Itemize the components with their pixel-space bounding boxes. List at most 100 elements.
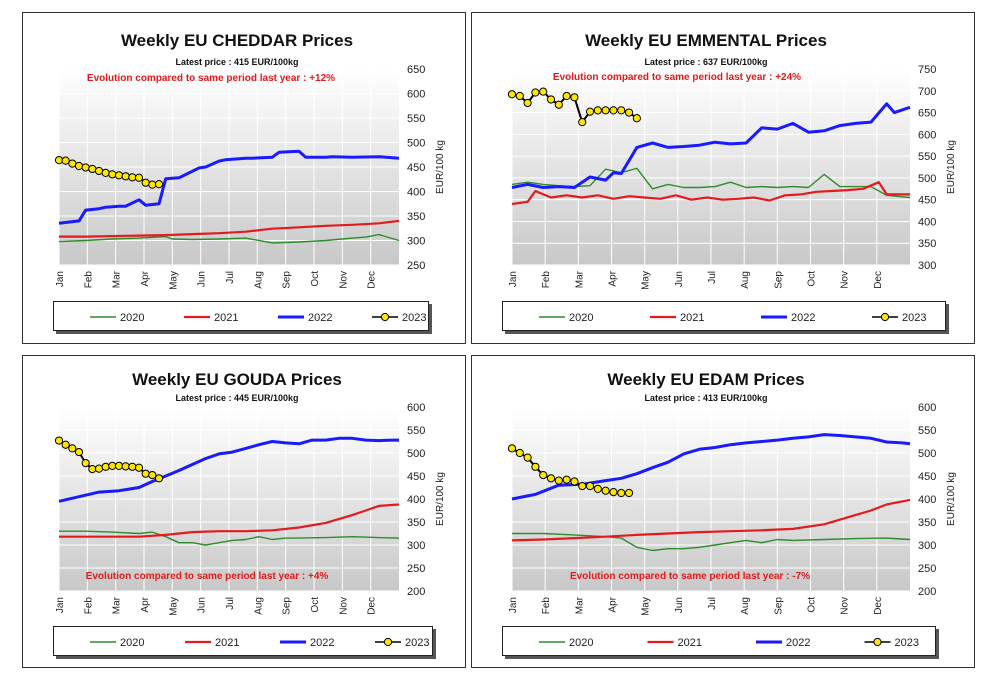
y-tick-label: 650 bbox=[407, 64, 425, 76]
series-point-2023 bbox=[562, 475, 571, 484]
series-point-2023 bbox=[617, 106, 626, 115]
y-tick-label: 350 bbox=[918, 238, 936, 250]
x-tick-label: Jun bbox=[674, 271, 685, 287]
legend-label-2023: 2023 bbox=[405, 637, 429, 649]
legend-label-2020: 2020 bbox=[569, 637, 593, 649]
series-line-2021 bbox=[511, 181, 910, 206]
y-tick-label: 700 bbox=[918, 86, 936, 98]
series-point-2023 bbox=[507, 90, 517, 99]
series-line-2020 bbox=[59, 530, 400, 546]
x-tick-label: Jun bbox=[197, 271, 208, 287]
x-tick-label: Oct bbox=[807, 597, 818, 613]
series-point-2023 bbox=[121, 462, 130, 471]
series-point-2023 bbox=[141, 469, 150, 478]
series-point-2023 bbox=[539, 87, 548, 96]
x-tick-label: Oct bbox=[807, 271, 818, 287]
legend-label-2021: 2021 bbox=[680, 312, 704, 324]
series-point-2023 bbox=[54, 436, 64, 445]
y-tick-label: 450 bbox=[407, 162, 425, 174]
chart-legend: 2020 2021 2022 2023 bbox=[53, 301, 429, 331]
x-tick-label: Mar bbox=[574, 270, 585, 288]
series-point-2023 bbox=[101, 462, 110, 471]
series-point-2023 bbox=[585, 107, 595, 116]
x-tick-label: Apr bbox=[140, 270, 151, 286]
chart-svg: Weekly EU EMMENTAL Prices Latest price : … bbox=[507, 31, 957, 290]
series-point-2023 bbox=[570, 477, 579, 486]
y-tick-label: 600 bbox=[918, 129, 936, 141]
chart-legend: 2020 2021 2022 2023 bbox=[53, 626, 433, 656]
y-axis-label: EUR/100 kg bbox=[946, 472, 957, 526]
x-tick-label: Jul bbox=[225, 597, 236, 610]
x-tick-label: Jan bbox=[55, 597, 66, 613]
x-tick-label: Dec bbox=[367, 597, 378, 615]
y-tick-label: 350 bbox=[407, 517, 425, 529]
x-tick-label: May bbox=[641, 597, 652, 616]
series-point-2023 bbox=[121, 172, 130, 181]
x-tick-label: Sep bbox=[282, 597, 293, 615]
series-point-2023 bbox=[88, 465, 97, 474]
legend-svg: 2020 2021 2022 2023 bbox=[90, 637, 429, 649]
y-tick-label: 600 bbox=[918, 402, 936, 414]
series-point-2023 bbox=[61, 156, 70, 165]
series-point-2023 bbox=[94, 464, 104, 473]
y-tick-label: 250 bbox=[407, 563, 425, 575]
series-point-2023 bbox=[88, 164, 97, 174]
x-tick-label: May bbox=[168, 271, 179, 290]
series-point-2023 bbox=[148, 470, 157, 480]
x-tick-label: Nov bbox=[338, 271, 349, 289]
series-point-2023 bbox=[134, 463, 144, 472]
legend-label-2023: 2023 bbox=[895, 637, 919, 649]
y-tick-label: 400 bbox=[918, 216, 936, 228]
series-point-2023 bbox=[531, 88, 540, 97]
series-point-2023 bbox=[515, 91, 524, 101]
series-point-2023 bbox=[523, 453, 532, 462]
x-tick-label: Nov bbox=[840, 597, 851, 615]
series-line-2022 bbox=[511, 102, 911, 189]
x-tick-label: Mar bbox=[112, 596, 123, 614]
x-tick-label: Aug bbox=[740, 271, 751, 289]
series-point-2023 bbox=[593, 484, 602, 493]
evolution-annotation: Evolution compared to same period last y… bbox=[553, 72, 801, 83]
chart-svg: Weekly EU EDAM Prices Latest price : 413 … bbox=[507, 370, 957, 616]
x-tick-label: Jan bbox=[55, 271, 66, 287]
evolution-annotation: Evolution compared to same period last y… bbox=[87, 73, 335, 84]
y-tick-label: 450 bbox=[918, 471, 936, 483]
y-tick-label: 300 bbox=[918, 260, 936, 272]
series-point-2023 bbox=[593, 106, 602, 115]
y-axis-label: EUR/100 kg bbox=[946, 140, 957, 194]
chart-subtitle: Latest price : 637 EUR/100kg bbox=[644, 57, 767, 67]
x-tick-label: Aug bbox=[253, 597, 264, 615]
x-tick-label: Feb bbox=[83, 597, 94, 615]
series-line-2021 bbox=[59, 219, 400, 238]
series-point-2023 bbox=[141, 178, 150, 187]
legend-svg: 2020 2021 2022 2023 bbox=[539, 312, 926, 324]
y-tick-label: 250 bbox=[918, 563, 936, 575]
y-tick-label: 350 bbox=[407, 211, 425, 223]
series-point-2023 bbox=[134, 173, 144, 182]
legend-label-2020: 2020 bbox=[120, 312, 144, 324]
legend-marker-2023 bbox=[880, 312, 890, 322]
y-tick-label: 600 bbox=[407, 89, 425, 101]
series-point-2023 bbox=[515, 448, 524, 458]
series-point-2023 bbox=[624, 488, 634, 498]
legend-marker-2023 bbox=[380, 312, 390, 322]
x-tick-label: Dec bbox=[873, 597, 884, 615]
chart-panel-edam: Weekly EU EDAM Prices Latest price : 413 … bbox=[471, 355, 975, 668]
y-tick-label: 600 bbox=[407, 402, 425, 414]
x-tick-label: Nov bbox=[840, 271, 851, 289]
x-tick-label: Mar bbox=[574, 596, 585, 614]
series-point-2023 bbox=[578, 118, 587, 127]
legend-label-2020: 2020 bbox=[120, 637, 144, 649]
x-tick-label: Apr bbox=[140, 596, 151, 612]
evolution-annotation: Evolution compared to same period last y… bbox=[86, 571, 329, 582]
series-point-2023 bbox=[601, 486, 610, 495]
series-point-2023 bbox=[617, 488, 626, 498]
series-point-2023 bbox=[114, 461, 124, 470]
y-axis-label: EUR/100 kg bbox=[435, 140, 446, 194]
series-point-2023 bbox=[68, 159, 77, 168]
y-tick-label: 250 bbox=[407, 260, 425, 272]
legend-label-2022: 2022 bbox=[310, 637, 334, 649]
series-point-2023 bbox=[523, 98, 532, 108]
x-tick-label: Oct bbox=[310, 597, 321, 613]
series-line-2020 bbox=[58, 233, 400, 244]
